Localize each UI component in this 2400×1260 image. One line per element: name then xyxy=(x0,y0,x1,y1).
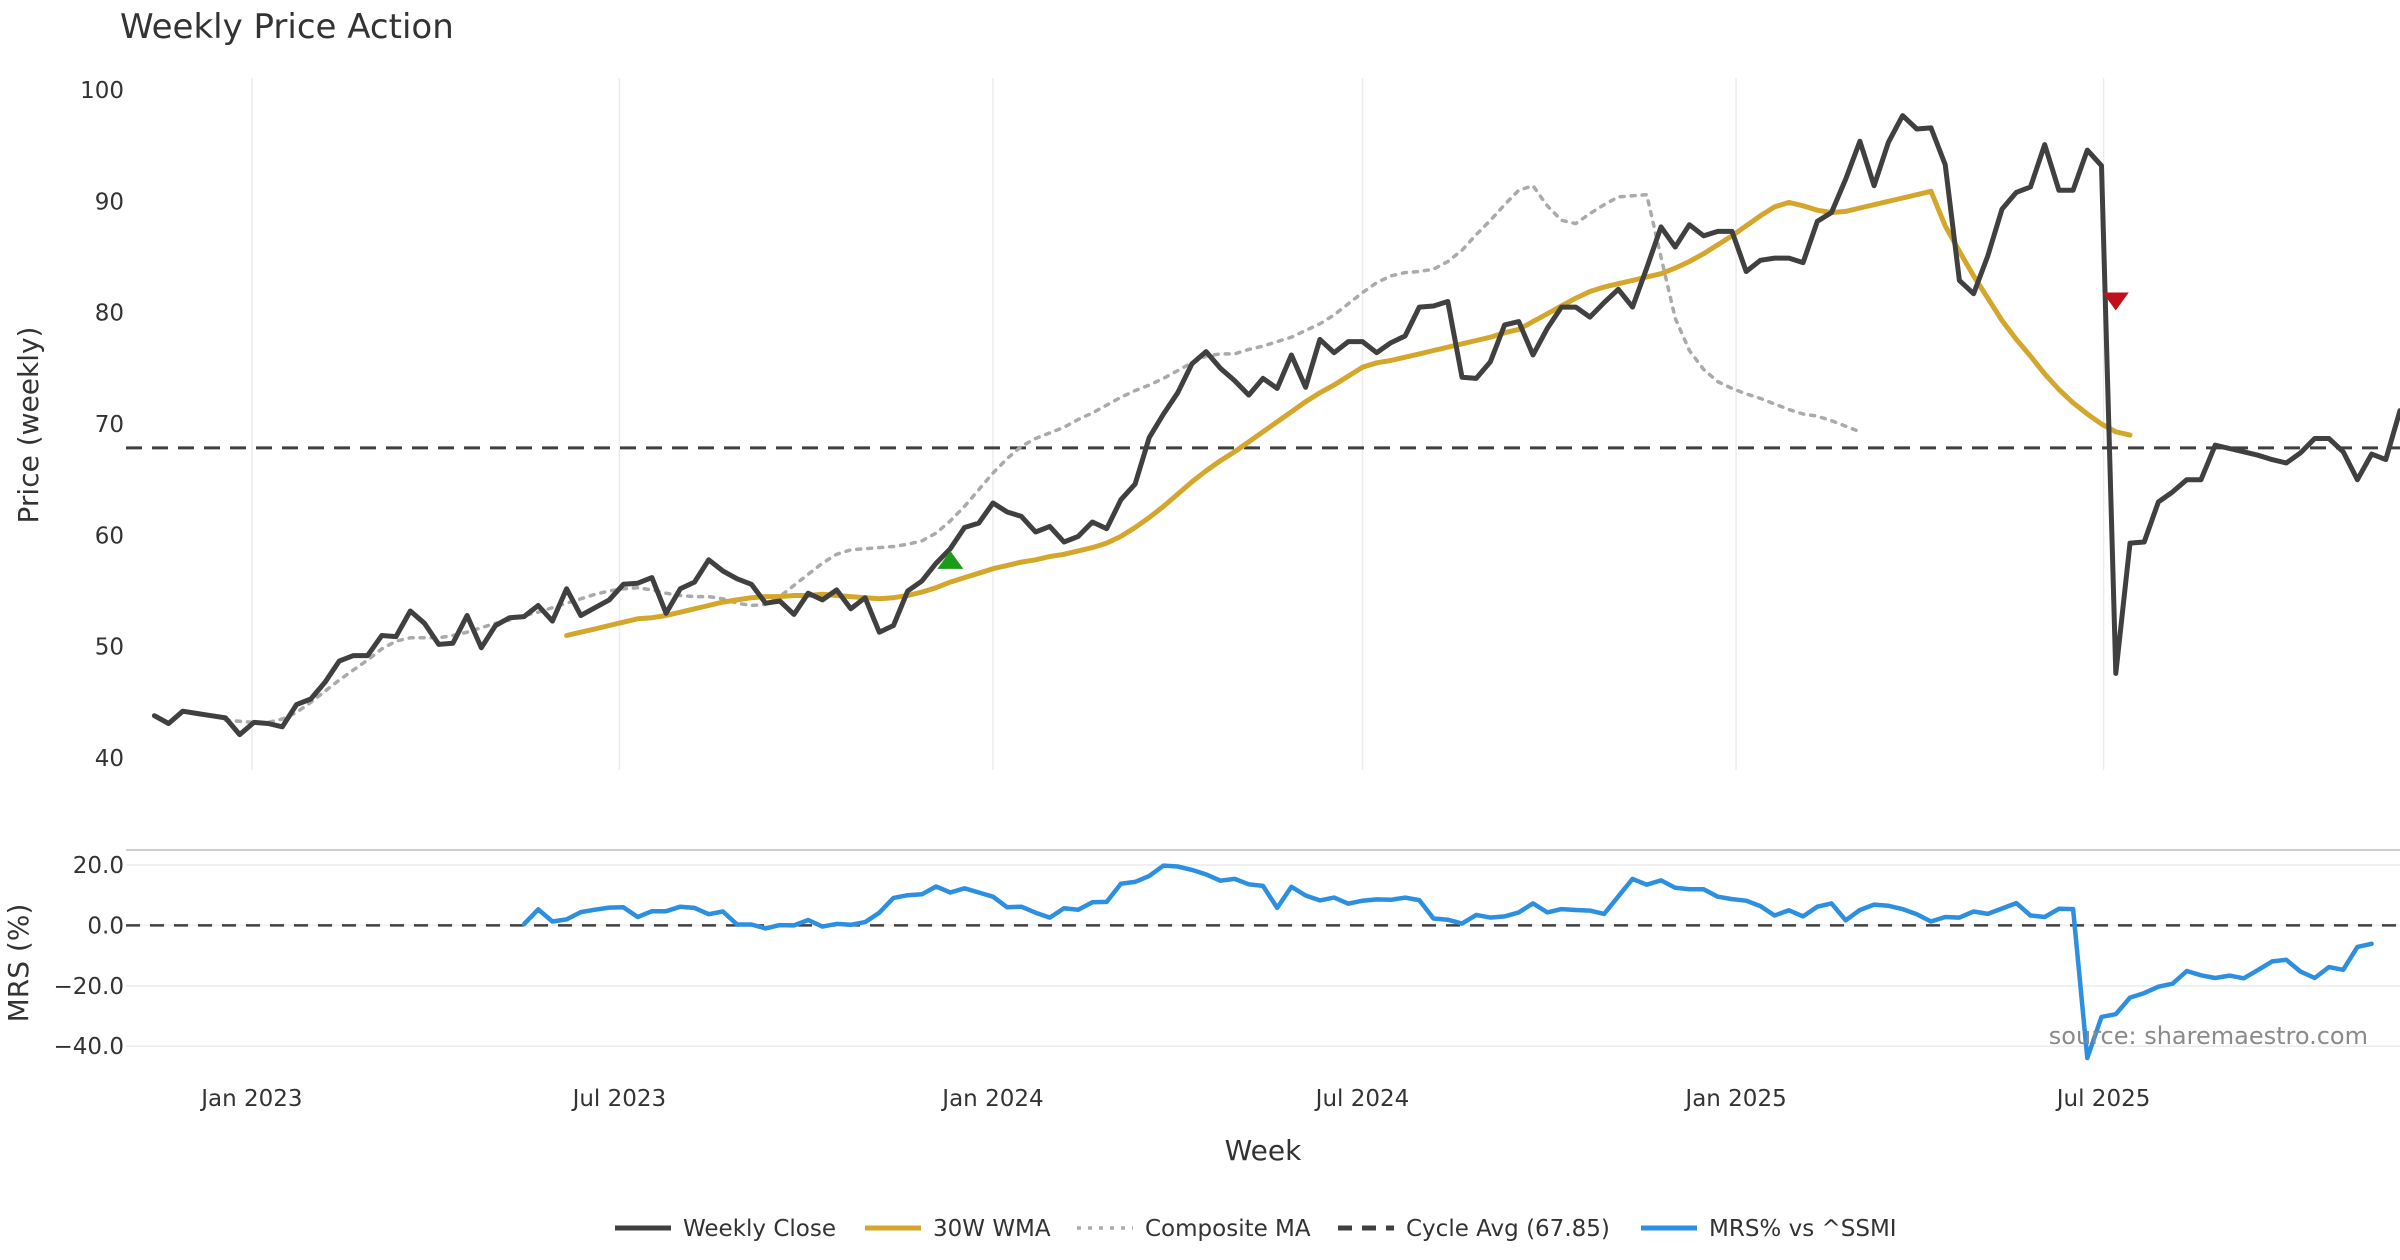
mrs-y-tick-label: 20.0 xyxy=(73,853,124,879)
mrs-y-axis: 20.0 0.0 −20.0 −40.0 xyxy=(54,853,124,1060)
x-tick-label: Jul 2024 xyxy=(1314,1086,1410,1112)
x-axis-title: Week xyxy=(1225,1134,1302,1167)
legend-item-30w-wma: 30W WMA xyxy=(865,1216,1051,1242)
price-y-tick-label: 50 xyxy=(95,635,124,661)
x-tick-label: Jan 2024 xyxy=(940,1086,1043,1112)
chart-title: Weekly Price Action xyxy=(120,7,454,47)
price-panel-grid xyxy=(251,78,2105,770)
price-series-group xyxy=(126,113,2400,738)
mrs-y-tick-label: −20.0 xyxy=(54,974,124,1000)
price-y-tick-label: 60 xyxy=(95,523,124,549)
legend-label: Composite MA xyxy=(1145,1216,1311,1242)
price-y-tick-label: 100 xyxy=(80,78,124,104)
mrs-y-tick-label: 0.0 xyxy=(87,913,124,939)
sell-signal-marker xyxy=(2102,292,2129,311)
price-y-axis-title: Price (weekly) xyxy=(12,327,45,524)
legend-label: Weekly Close xyxy=(683,1216,836,1242)
legend-label: MRS% vs ^SSMI xyxy=(1709,1216,1897,1242)
legend-item-weekly-close: Weekly Close xyxy=(615,1216,836,1242)
price-y-tick-label: 40 xyxy=(95,746,124,772)
x-tick-label: Jul 2025 xyxy=(2055,1086,2151,1112)
x-tick-label: Jan 2025 xyxy=(1683,1086,1786,1112)
chart-legend: Weekly Close 30W WMA Composite MA Cycle Avg… xyxy=(615,1216,1897,1242)
mrs-panel-grid xyxy=(126,864,2400,1047)
price-y-tick-label: 70 xyxy=(95,412,124,438)
x-axis: Jan 2023 Jul 2023 Jan 2024 Jul 2024 Jan 2025… xyxy=(199,1086,2150,1112)
mrs-y-tick-label: −40.0 xyxy=(54,1034,124,1060)
composite-ma-line xyxy=(223,183,1862,725)
price-y-tick-label: 80 xyxy=(95,301,124,327)
legend-label: Cycle Avg (67.85) xyxy=(1406,1216,1610,1242)
mrs-line xyxy=(521,863,2374,1061)
legend-label: 30W WMA xyxy=(933,1216,1051,1242)
x-tick-label: Jul 2023 xyxy=(571,1086,667,1112)
weekly-close-line xyxy=(151,113,2400,738)
legend-item-mrs-vs-ssmi: MRS% vs ^SSMI xyxy=(1641,1216,1897,1242)
price-y-axis: 40 50 60 70 80 90 100 xyxy=(80,78,124,772)
legend-item-cycle-avg-67-85: Cycle Avg (67.85) xyxy=(1338,1216,1610,1242)
mrs-series-group xyxy=(126,863,2400,1061)
buy-signal-marker xyxy=(937,550,964,569)
30w-wma-line xyxy=(564,188,2133,638)
legend-item-composite-ma: Composite MA xyxy=(1077,1216,1311,1242)
mrs-y-axis-title: MRS (%) xyxy=(2,904,35,1023)
price-y-tick-label: 90 xyxy=(95,189,124,215)
source-annotation: source: sharemaestro.com xyxy=(2049,1022,2368,1050)
signal-markers xyxy=(937,292,2129,569)
x-tick-label: Jan 2023 xyxy=(199,1086,302,1112)
